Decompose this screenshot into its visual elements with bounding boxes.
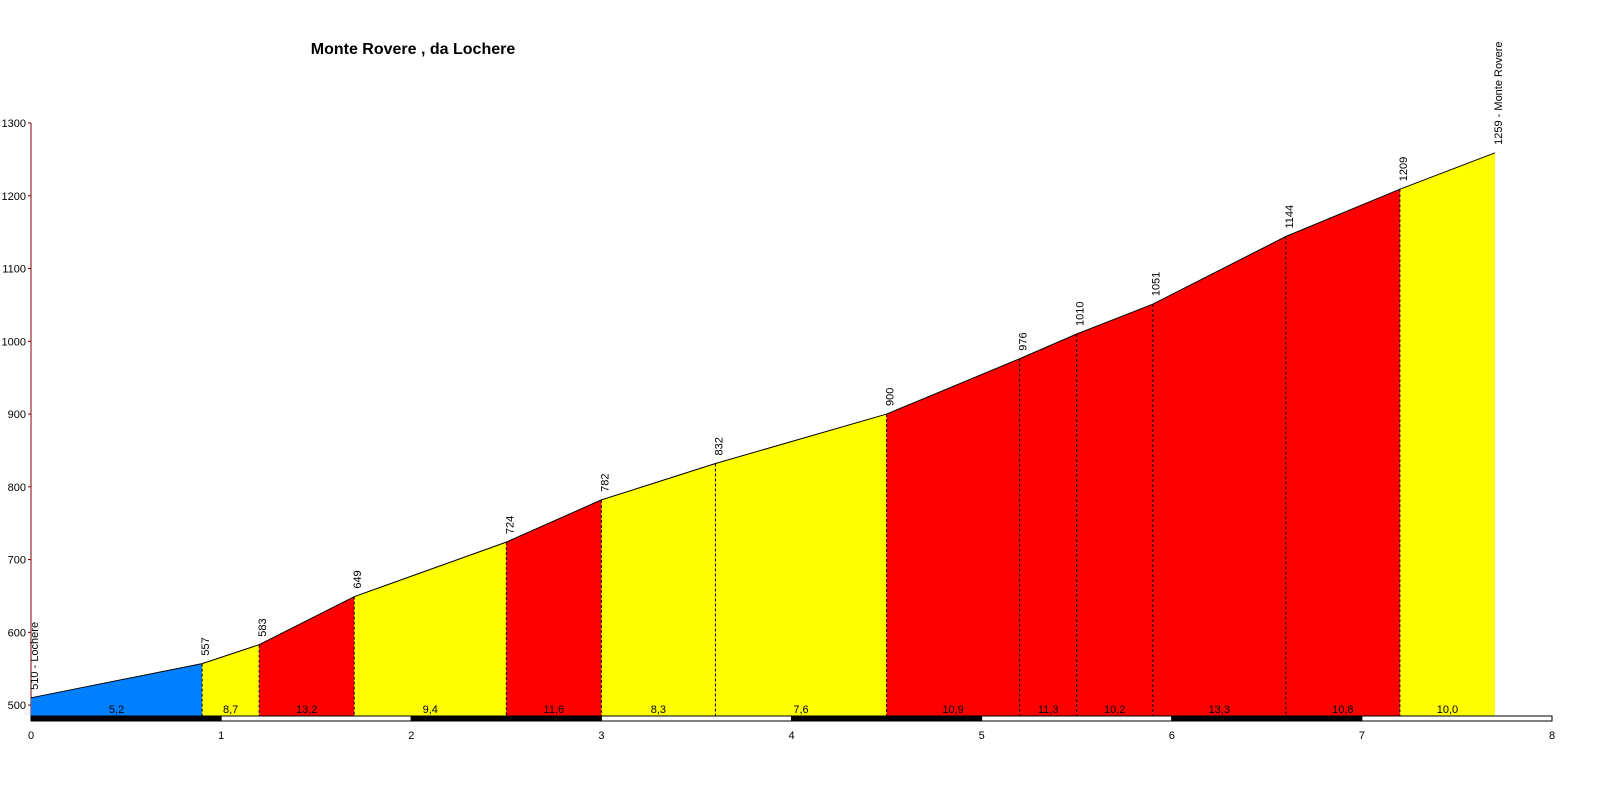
point-label: 1209 (1398, 157, 1410, 181)
point-label: 976 (1018, 332, 1030, 350)
y-tick-label: 1200 (2, 191, 26, 203)
gradient-label: 8,7 (223, 704, 238, 716)
x-tick-label: 1 (218, 730, 224, 742)
gradient-segment (506, 499, 602, 716)
gradient-label: 9,4 (423, 704, 438, 716)
point-label: 900 (885, 388, 897, 406)
gradient-segment (259, 596, 355, 716)
gradient-label: 11,6 (544, 704, 565, 716)
point-label: 1051 (1151, 272, 1163, 296)
gradient-label: 5,2 (109, 704, 124, 716)
point-label: 583 (257, 618, 269, 636)
gradient-label: 13,3 (1209, 704, 1230, 716)
gradient-segment (202, 644, 260, 716)
y-tick-label: 1000 (2, 336, 26, 348)
gradient-segment (1076, 304, 1153, 716)
gradient-segment (1152, 236, 1286, 716)
gradient-segment (1019, 334, 1077, 716)
km-bar (30, 715, 222, 722)
x-tick-label: 7 (1359, 730, 1365, 742)
point-label: 1259 - Monte Rovere (1493, 41, 1505, 144)
y-tick-label: 1300 (2, 118, 26, 130)
point-label: 782 (599, 474, 611, 492)
chart-title: Monte Rovere , da Lochere (311, 41, 516, 58)
x-tick-label: 2 (408, 730, 414, 742)
y-tick-label: 700 (8, 555, 26, 567)
x-tick-label: 6 (1169, 730, 1175, 742)
km-bar (981, 715, 1173, 722)
x-tick-label: 4 (788, 730, 794, 742)
km-bar (1171, 715, 1363, 722)
y-tick-label: 900 (8, 409, 26, 421)
gradient-label: 7,6 (793, 704, 808, 716)
km-bar (410, 715, 602, 722)
point-label: 510 - Lochere (29, 622, 41, 690)
point-label: 557 (200, 637, 212, 655)
km-bar (600, 715, 792, 722)
km-bar (791, 715, 983, 722)
x-tick-label: 5 (979, 730, 985, 742)
point-label: 1010 (1075, 302, 1087, 326)
gradient-label: 10,8 (1332, 704, 1353, 716)
y-tick-label: 800 (8, 482, 26, 494)
km-bar (220, 715, 412, 722)
point-label: 1144 (1284, 205, 1296, 229)
gradient-segment (354, 542, 507, 716)
km-bar (1361, 715, 1553, 722)
gradient-segment (31, 663, 203, 716)
gradient-segment (1399, 152, 1495, 716)
gradient-label: 11,3 (1038, 704, 1059, 716)
point-label: 724 (504, 516, 516, 534)
gradient-label: 10,9 (942, 704, 963, 716)
gradient-label: 10,2 (1104, 704, 1125, 716)
y-tick-label: 500 (8, 700, 26, 712)
x-tick-label: 8 (1549, 730, 1555, 742)
point-label: 649 (352, 570, 364, 588)
y-tick-label: 600 (8, 627, 26, 639)
gradient-segment (601, 463, 716, 716)
x-tick-label: 0 (28, 730, 34, 742)
gradient-segment (1285, 189, 1400, 716)
gradient-label: 8,3 (651, 704, 666, 716)
x-tick-label: 3 (598, 730, 604, 742)
gradient-label: 10,0 (1437, 704, 1458, 716)
gradient-label: 13,2 (296, 704, 317, 716)
gradient-segment (886, 358, 1020, 716)
gradient-segment (715, 414, 887, 716)
profile-line (30, 152, 1496, 699)
y-tick-label: 1100 (2, 264, 26, 276)
point-label: 832 (713, 437, 725, 455)
